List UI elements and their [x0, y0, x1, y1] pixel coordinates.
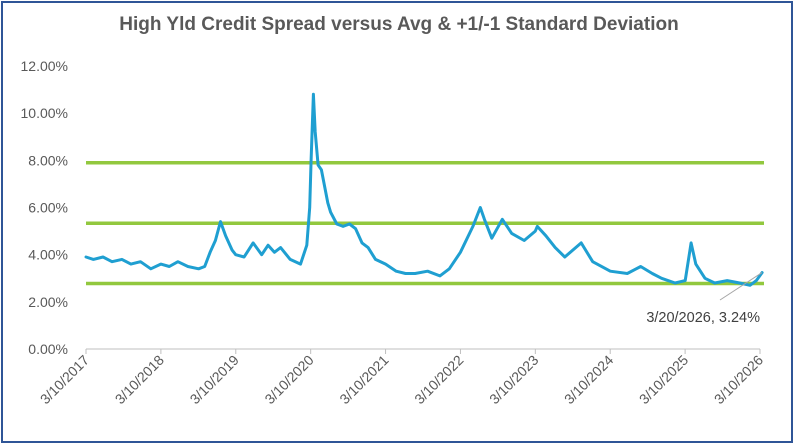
x-tick-label: 3/10/2023	[486, 352, 542, 408]
x-tick-label: 3/10/2026	[711, 352, 767, 408]
y-tick-label: 2.00%	[28, 294, 68, 310]
series-line-0	[84, 92, 764, 287]
x-tick-label: 3/10/2025	[636, 352, 692, 408]
x-tick-label: 3/10/2024	[561, 352, 617, 408]
chart-title: High Yld Credit Spread versus Avg & +1/-…	[119, 14, 679, 35]
x-tick-label: 3/10/2018	[112, 352, 168, 408]
annotation-label: 3/20/2026, 3.24%	[646, 310, 760, 326]
y-tick-label: 0.00%	[28, 341, 68, 357]
annotation-leader-line	[719, 272, 763, 301]
x-tick-label: 3/10/2017	[37, 352, 93, 408]
x-tick-label: 3/10/2021	[336, 352, 392, 408]
x-tick-label: 3/10/2020	[261, 352, 317, 408]
x-tick-label: 3/10/2022	[411, 352, 467, 408]
y-tick-label: 10.00%	[21, 105, 68, 121]
y-tick-label: 6.00%	[28, 200, 68, 216]
x-tick-label: 3/10/2019	[187, 352, 243, 408]
y-tick-label: 8.00%	[28, 152, 68, 168]
y-tick-label: 4.00%	[28, 247, 68, 263]
y-tick-label: 12.00%	[21, 58, 68, 74]
